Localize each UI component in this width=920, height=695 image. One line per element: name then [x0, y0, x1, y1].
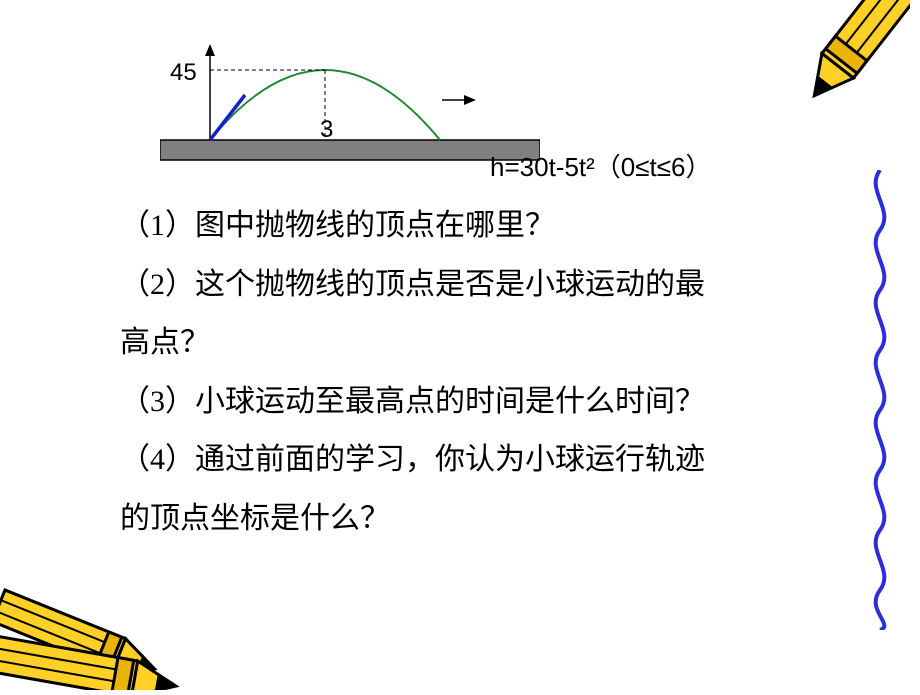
crayon-top-right-icon: [790, 0, 910, 130]
question-4-line1: （4）通过前面的学习，你认为小球运行轨迹: [120, 434, 770, 487]
question-2-line1: （2）这个抛物线的顶点是否是小球运动的最: [120, 259, 770, 312]
velocity-line: [210, 95, 245, 140]
question-2-line2: 高点？: [120, 317, 770, 370]
ground-bar: [160, 140, 540, 160]
question-3: （3）小球运动至最高点的时间是什么时间？: [120, 376, 770, 429]
crayons-bottom-left-icon: [0, 530, 240, 690]
squiggle-icon: [860, 170, 900, 630]
diagram-svg: 45 3: [160, 40, 540, 170]
axis-label-45: 45: [170, 59, 197, 86]
question-list: （1）图中抛物线的顶点在哪里？ （2）这个抛物线的顶点是否是小球运动的最 高点？…: [120, 200, 770, 551]
x-direction-arrow-icon: [464, 95, 476, 105]
equation-text: h=30t-5t²（0≤t≤6）: [490, 147, 711, 184]
y-axis-arrow-icon: [205, 44, 215, 56]
question-1: （1）图中抛物线的顶点在哪里？: [120, 200, 770, 253]
axis-label-3: 3: [320, 116, 333, 143]
